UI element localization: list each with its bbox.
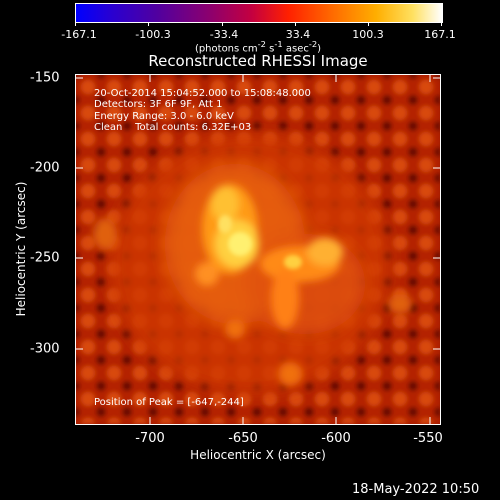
x-tick-label: -700	[135, 431, 165, 446]
rhessi-image-canvas	[75, 74, 440, 424]
info-time: 20-Oct-2014 15:04:52.000 to 15:08:48.000	[94, 88, 311, 99]
info-detectors: Detectors: 3F 6F 9F, Att 1	[94, 99, 223, 110]
colorbar-tick-label: -167.1	[61, 28, 97, 41]
colorbar-tick-label: -100.3	[135, 28, 171, 41]
plot-title: Reconstructed RHESSI Image	[148, 52, 368, 70]
y-tick-label: -250	[30, 250, 60, 266]
peak-position-label: Position of Peak = [-647,-244]	[94, 397, 244, 408]
x-tick-label: -650	[228, 431, 258, 446]
y-tick-label: -150	[30, 70, 60, 86]
rhessi-image	[75, 74, 440, 424]
y-tick-label: -300	[30, 341, 60, 357]
colorbar-ticks	[75, 22, 443, 27]
y-tick-label: -200	[30, 160, 60, 176]
colorbar	[75, 3, 443, 23]
x-axis-label: Heliocentric X (arcsec)	[190, 448, 326, 462]
colorbar-tick-label: -33.4	[209, 28, 239, 41]
info-clean: Clean Total counts: 6.32E+03	[94, 122, 252, 133]
colorbar-tick-label: 33.4	[285, 28, 311, 41]
plot-frame	[75, 74, 441, 425]
axis-ticks	[75, 74, 441, 425]
colorbar-tick-label: 167.1	[424, 28, 456, 41]
x-tick-label: -550	[413, 431, 443, 446]
colorbar-tick-label: 100.3	[352, 28, 384, 41]
x-tick-label: -600	[321, 431, 351, 446]
colorbar-unit-label: (photons cm-2 s-1 asec-2)	[194, 39, 322, 55]
footer-date: 18-May-2022 10:50	[352, 482, 480, 497]
y-axis-label: Heliocentric Y (arcsec)	[14, 181, 28, 317]
info-energy: Energy Range: 3.0 - 6.0 keV	[94, 111, 234, 122]
